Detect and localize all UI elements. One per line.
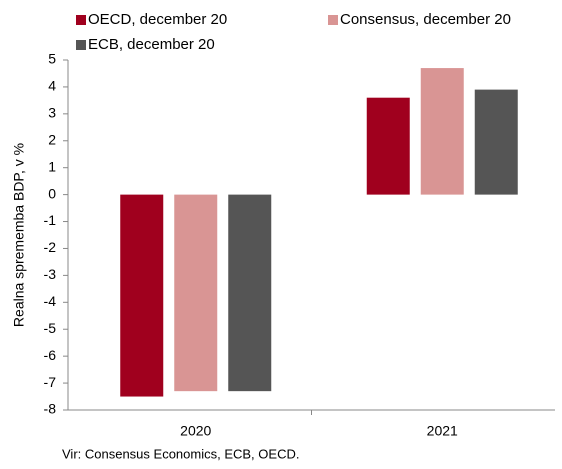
y-tick-label: -3 xyxy=(44,266,57,282)
legend-label: ECB, december 20 xyxy=(88,36,215,53)
y-tick-label: -7 xyxy=(44,374,57,390)
bar xyxy=(174,194,218,392)
y-tick-label: 5 xyxy=(48,51,56,67)
bar xyxy=(120,194,164,397)
bar xyxy=(228,194,272,392)
y-tick-label: -8 xyxy=(44,401,57,417)
y-tick-label: -4 xyxy=(44,293,57,309)
legend-label: OECD, december 20 xyxy=(88,11,227,28)
y-tick-label: -6 xyxy=(44,347,57,363)
y-tick-label: -2 xyxy=(44,239,57,255)
legend-swatch xyxy=(76,40,86,50)
y-tick-label: 4 xyxy=(48,78,56,94)
y-tick-label: 1 xyxy=(48,158,56,174)
y-tick-label: -1 xyxy=(44,212,57,228)
legend-swatch xyxy=(76,15,86,25)
y-tick-label: 0 xyxy=(48,185,56,201)
x-tick-label: 2021 xyxy=(427,423,458,439)
y-tick-label: 3 xyxy=(48,105,56,121)
source-note: Vir: Consensus Economics, ECB, OECD. xyxy=(62,446,299,461)
y-tick-label: 2 xyxy=(48,131,56,147)
bar xyxy=(366,97,410,195)
x-tick-label: 2020 xyxy=(180,423,211,439)
legend-swatch xyxy=(328,15,338,25)
legend-label: Consensus, december 20 xyxy=(340,11,511,28)
y-tick-label: -5 xyxy=(44,320,57,336)
bar xyxy=(474,89,518,195)
bar xyxy=(420,68,464,195)
y-axis-label: Realna sprememba BDP, v % xyxy=(11,143,27,327)
